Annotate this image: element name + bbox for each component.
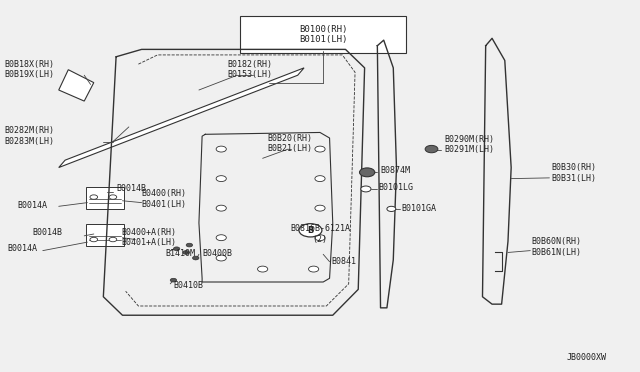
Circle shape [360,168,375,177]
Text: B0410B: B0410B [173,281,204,290]
Text: B1410M: B1410M [166,249,196,258]
Polygon shape [59,68,304,167]
Circle shape [90,237,98,242]
Text: B0816B-6121A
(2): B0816B-6121A (2) [290,224,350,244]
Text: B0014B: B0014B [32,228,62,237]
Text: B0400(RH)
B0401(LH): B0400(RH) B0401(LH) [141,189,187,209]
Text: B0B30(RH)
B0B31(LH): B0B30(RH) B0B31(LH) [551,163,596,183]
Circle shape [315,235,325,241]
FancyBboxPatch shape [86,224,124,246]
Circle shape [315,205,325,211]
Circle shape [109,237,116,242]
Text: B0014B: B0014B [116,185,146,193]
Text: B0841: B0841 [332,257,356,266]
Text: B0014A: B0014A [8,244,38,253]
Circle shape [173,247,180,251]
Circle shape [257,266,268,272]
Circle shape [109,195,116,199]
Circle shape [387,206,396,211]
Circle shape [299,224,322,237]
Circle shape [216,205,227,211]
Circle shape [183,251,189,254]
Circle shape [308,266,319,272]
Text: B0B18X(RH)
B0B19X(LH): B0B18X(RH) B0B19X(LH) [4,60,54,79]
Text: B0B20(RH)
B0B21(LH): B0B20(RH) B0B21(LH) [268,134,313,153]
Circle shape [186,243,193,247]
Circle shape [315,176,325,182]
Circle shape [216,146,227,152]
FancyBboxPatch shape [86,187,124,209]
Text: B0874M: B0874M [381,166,410,175]
Circle shape [361,186,371,192]
Text: JB0000XW: JB0000XW [567,353,607,362]
Text: B: B [307,226,314,235]
Text: B0282M(RH)
B0283M(LH): B0282M(RH) B0283M(LH) [4,126,54,146]
Text: B0400B: B0400B [202,249,232,258]
Text: B0101GA: B0101GA [401,203,436,213]
Circle shape [425,145,438,153]
Circle shape [315,146,325,152]
Circle shape [170,278,177,282]
Circle shape [216,176,227,182]
Circle shape [216,255,227,261]
Text: B0014A: B0014A [17,201,47,210]
Text: B0400+A(RH)
B0401+A(LH): B0400+A(RH) B0401+A(LH) [121,228,176,247]
Text: B0290M(RH)
B0291M(LH): B0290M(RH) B0291M(LH) [444,135,494,154]
Text: B0B60N(RH)
B0B61N(LH): B0B60N(RH) B0B61N(LH) [532,237,582,257]
Circle shape [216,235,227,241]
FancyBboxPatch shape [241,16,406,53]
Polygon shape [59,70,94,101]
Circle shape [193,256,199,260]
Text: B0101LG: B0101LG [379,183,413,192]
Circle shape [90,195,98,199]
Text: B0100(RH)
B0101(LH): B0100(RH) B0101(LH) [299,25,348,44]
Text: B0182(RH)
B0153(LH): B0182(RH) B0153(LH) [228,60,273,79]
